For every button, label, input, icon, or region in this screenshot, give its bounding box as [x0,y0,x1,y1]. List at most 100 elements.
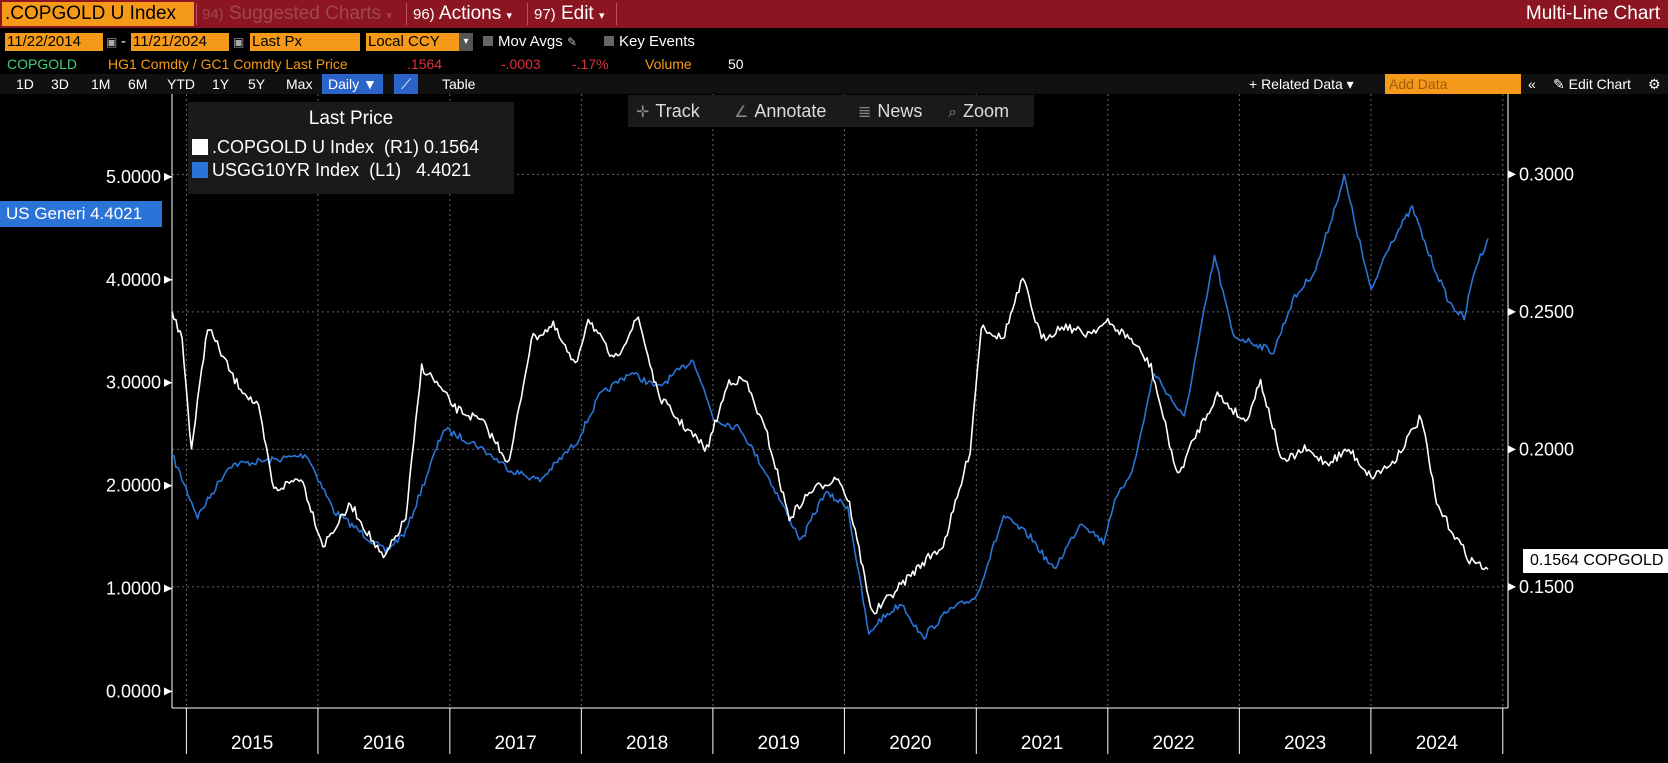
left-axis-tick-arrow [164,172,172,181]
menu-number: 97) [534,6,556,23]
chart-grid [172,94,1508,708]
chart-series [171,174,1489,640]
gear-icon[interactable]: ⚙ [1648,76,1661,92]
frequency-select[interactable]: Daily ▼ [322,74,383,94]
usgg10yr-series-line [171,174,1489,640]
table-button[interactable]: Table [442,76,476,92]
dropdown-arrow-icon[interactable]: ▾ [459,33,473,51]
series-formula: HG1 Comdty / GC1 Comdty Last Price [108,56,348,72]
news-button[interactable]: ≣ News [858,95,922,127]
x-axis-year-label: 2019 [758,733,800,754]
news-icon: ≣ [858,104,872,121]
field-select[interactable]: Last Px [250,33,360,51]
title-bar [0,0,1668,28]
suggested-charts-menu[interactable]: 94) Suggested Charts ▾ [202,0,392,28]
period-6m[interactable]: 6M [128,76,148,92]
annotate-label: Annotate [754,101,827,121]
edit-chart-button[interactable]: ✎ Edit Chart [1553,74,1631,94]
x-axis-year-label: 2018 [626,733,668,754]
legend-swatch [192,162,208,178]
period-1m[interactable]: 1M [91,76,111,92]
period-5y[interactable]: 5Y [248,76,266,92]
last-value: .1564 [407,56,443,72]
left-axis-tick-arrow [164,687,172,696]
magnifier-icon: ⌕ [948,104,957,121]
dropdown-arrow-icon: ▾ [386,10,392,22]
period-ytd[interactable]: YTD [167,76,195,92]
left-axis-tick-arrow [164,275,172,284]
edit-chart-label: Edit Chart [1568,76,1631,92]
legend-item-usgg10yr[interactable]: USGG10YR Index (L1) 4.4021 [192,159,471,181]
x-axis-year-label: 2015 [231,733,273,754]
left-axis-tick-arrow [164,378,172,387]
legend-item-label: USGG10YR Index (L1) 4.4021 [212,160,472,180]
left-axis-value-tag: US Generi 4.4021 [0,201,162,227]
left-axis-tick-label: 3.0000 [106,373,161,393]
left-axis-tick-label: 1.0000 [106,579,161,599]
line-chart-icon[interactable]: ⟋ [394,74,418,94]
collapse-icon[interactable]: « [1528,76,1536,92]
left-axis-tick-arrow [164,481,172,490]
volume-label: Volume [645,56,692,72]
related-data-menu[interactable]: + Related Data ▾ [1249,76,1354,92]
x-axis-year-label: 2024 [1416,733,1459,754]
start-date-field[interactable]: 11/22/2014 [5,33,103,51]
right-axis-tick-arrow [1508,307,1516,316]
menu-number: 94) [202,6,224,23]
add-data-input[interactable]: Add Data [1385,74,1521,94]
zoom-label: Zoom [962,101,1009,121]
chart-legend: Last Price .COPGOLD U Index (R1) 0.1564 … [188,102,514,194]
x-axis-year-label: 2020 [889,733,931,754]
edit-menu[interactable]: 97) Edit ▾ [534,0,605,28]
checkbox-icon [604,36,614,46]
period-1d[interactable]: 1D [16,76,34,92]
series-name: COPGOLD [7,56,78,72]
menu-divider [406,3,407,25]
mov-avgs-toggle[interactable]: Mov Avgs ✎ [483,33,577,51]
right-axis-tick-label: 0.3000 [1519,164,1574,184]
date-range-dash: - [121,33,126,50]
track-label: Track [655,101,700,121]
mov-avgs-label: Mov Avgs [498,33,563,50]
x-axis-year-label: 2017 [494,733,536,754]
annotate-button[interactable]: ∠ Annotate [734,95,826,127]
menu-label: Edit [560,3,594,24]
chart-axes: 0.0000 1.0000 2.0000 3.0000 4.0000 5.0000 0.15… [106,94,1574,754]
left-axis-tick-arrow [164,584,172,593]
menu-divider [527,3,528,25]
annotate-icon: ∠ [734,104,749,121]
crosshair-icon: ✛ [636,104,650,121]
right-axis-tick-arrow [1508,445,1516,454]
right-axis-value-tag: 0.1564 COPGOLD [1523,549,1668,573]
right-axis-tick-label: 0.1500 [1519,577,1574,597]
security-ticker-field[interactable]: .COPGOLD U Index [2,2,194,26]
key-events-toggle[interactable]: Key Events [604,33,695,51]
x-axis-year-label: 2022 [1152,733,1194,754]
legend-item-label: .COPGOLD U Index (R1) 0.1564 [212,137,480,157]
period-max[interactable]: Max [286,76,313,92]
period-1y[interactable]: 1Y [212,76,230,92]
line-chart: 0.0000 1.0000 2.0000 3.0000 4.0000 5.0000 0.15… [106,94,1574,754]
right-axis-tick-arrow [1508,582,1516,591]
dropdown-arrow-icon: ▾ [506,10,513,22]
menu-divider [616,3,617,25]
calendar-icon[interactable]: ▣ [233,35,245,49]
calendar-icon[interactable]: ▣ [106,35,118,49]
pencil-icon: ✎ [566,35,577,49]
chart-toolbar: ✛ Track ∠ Annotate ≣ News ⌕ Zoom [628,95,1034,127]
track-button[interactable]: ✛ Track [636,95,700,127]
legend-item-copgold[interactable]: .COPGOLD U Index (R1) 0.1564 [192,136,479,158]
end-date-field[interactable]: 11/21/2024 [131,33,229,51]
percent-change: -.17% [572,56,609,72]
dropdown-arrow-icon: ▾ [599,10,605,22]
zoom-button[interactable]: ⌕ Zoom [948,95,1009,127]
actions-menu[interactable]: 96) Actions ▾ [413,0,512,28]
volume-value: 50 [728,56,744,72]
x-axis-year-label: 2023 [1284,733,1326,754]
x-axis-year-label: 2016 [363,733,405,754]
left-axis-tick-label: 5.0000 [106,167,161,187]
period-3d[interactable]: 3D [51,76,69,92]
legend-swatch [192,139,208,155]
currency-select[interactable]: Local CCY [366,33,466,51]
key-events-label: Key Events [619,33,695,50]
